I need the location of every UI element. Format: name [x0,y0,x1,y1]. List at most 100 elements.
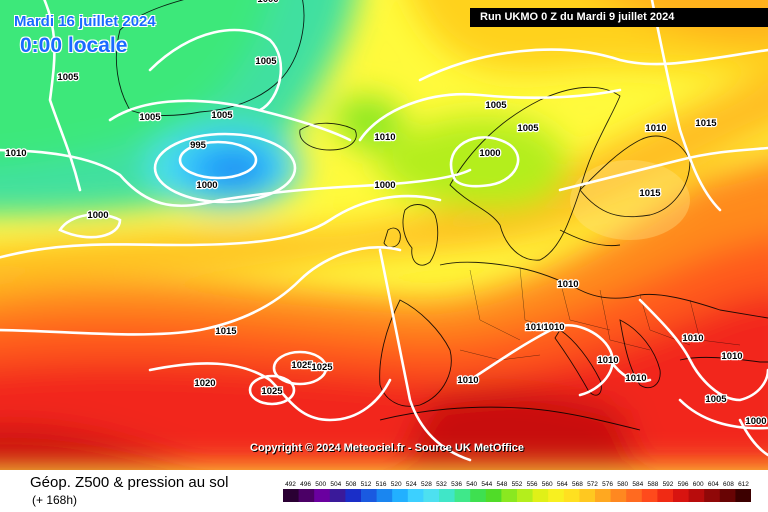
isobar-label: 1005 [139,112,161,123]
run-info-box: Run UKMO 0 Z du Mardi 9 juillet 2024 [470,8,768,27]
isobar-label: 1010 [5,148,26,159]
scale-swatch [345,489,362,502]
scale-swatch [283,489,300,502]
scale-swatch [657,489,674,502]
scale-label: 540 [466,481,477,488]
scale-swatch [548,489,565,502]
scale-swatch [298,489,315,502]
isobar-label: 1010 [597,355,618,366]
isobar-label: 1020 [194,378,215,389]
isobar-label: 995 [190,140,207,151]
scale-label: 568 [572,481,583,488]
isobars [0,0,768,462]
scale-swatch [517,489,534,502]
scale-label: 496 [300,481,311,488]
scale-swatch [532,489,549,502]
isobar-label: 1010 [457,375,478,386]
scale-label: 536 [451,481,462,488]
scale-swatch [439,489,456,502]
local-time: 0:00 locale [20,34,128,57]
scale-label: 592 [663,481,674,488]
scale-label: 552 [512,481,523,488]
scale-swatch [392,489,409,502]
scale-swatch [314,489,331,502]
isobar-label: 1005 [485,100,507,111]
scale-label: 588 [647,481,658,488]
legend-subtitle: (+ 168h) [32,493,78,507]
isobar-label: 1025 [291,360,313,371]
geopotential-field [0,0,768,470]
isobar-label: 1010 [721,351,742,362]
scale-label: 516 [376,481,387,488]
scale-swatch [719,489,736,502]
scale-swatch [454,489,471,502]
isobar-label: 1010 [557,279,578,290]
isobar-label: 1010 [682,333,703,344]
scale-swatch [376,489,393,502]
scale-swatch [579,489,596,502]
scale-label: 600 [693,481,704,488]
isobar-label: 1010 [625,373,646,384]
isobar-label: 1010 [525,322,546,333]
isobar-label: 1015 [639,188,661,199]
isobar-label: 1000 [257,0,278,5]
scale-label: 500 [315,481,326,488]
scale-swatch [641,489,658,502]
scale-label: 492 [285,481,296,488]
coastlines [115,0,768,431]
isobar-labels: 1000 1005 1005 1005 1005 995 1000 1010 1000 1005 1… [4,0,768,428]
scale-label: 576 [602,481,613,488]
scale-label: 532 [436,481,447,488]
forecast-date: Mardi 16 juillet 2024 [14,13,156,30]
scale-label: 584 [632,481,643,488]
scale-label: 604 [708,481,719,488]
scale-swatch [563,489,580,502]
scale-swatch [735,489,751,502]
scale-label: 608 [723,481,734,488]
isobar-label: 1000 [374,180,395,191]
scale-label: 612 [738,481,749,488]
scale-swatch [407,489,424,502]
scale-label: 596 [678,481,689,488]
isobar-label: 1005 [705,394,727,405]
isobar-label: 1005 [255,56,277,67]
scale-swatch [704,489,721,502]
scale-label: 504 [330,481,341,488]
scale-label: 544 [481,481,492,488]
scale-swatch [610,489,627,502]
scale-swatch [485,489,502,502]
scale-label: 508 [345,481,356,488]
scale-label: 524 [406,481,417,488]
isobar-label: 1025 [261,386,283,397]
isobar-label: 1010 [645,123,666,134]
isobar-label: 1000 [745,416,766,427]
isobar-label: 1000 [196,180,217,191]
scale-label: 556 [527,481,538,488]
scale-label: 560 [542,481,553,488]
scale-label: 564 [557,481,568,488]
scale-label: 580 [617,481,628,488]
scale-swatch [595,489,612,502]
scale-swatch [423,489,440,502]
color-scale: 492 496 500 504 508 512 516 520 524 528 532 536 540 5… [283,481,751,502]
isobar-label: 1000 [479,148,500,159]
isobar-label: 1015 [215,326,237,337]
isobar-label: 1015 [695,118,717,129]
scale-label: 572 [587,481,598,488]
scale-swatch [688,489,705,502]
isobar-label: 1005 [211,110,233,121]
copyright-notice: Copyright © 2024 Meteociel.fr - Source U… [250,442,524,454]
isobar-label: 1005 [517,123,539,134]
scale-swatch [673,489,690,502]
scale-label: 520 [391,481,402,488]
scale-swatch [329,489,346,502]
legend-title: Géop. Z500 & pression au sol [30,474,229,491]
scale-swatch [501,489,518,502]
scale-swatch [361,489,378,502]
isobar-label: 1005 [57,72,79,83]
scale-swatch [626,489,643,502]
isobar-label: 1025 [311,362,333,373]
scale-swatch [470,489,487,502]
isobar-label: 1010 [374,132,395,143]
